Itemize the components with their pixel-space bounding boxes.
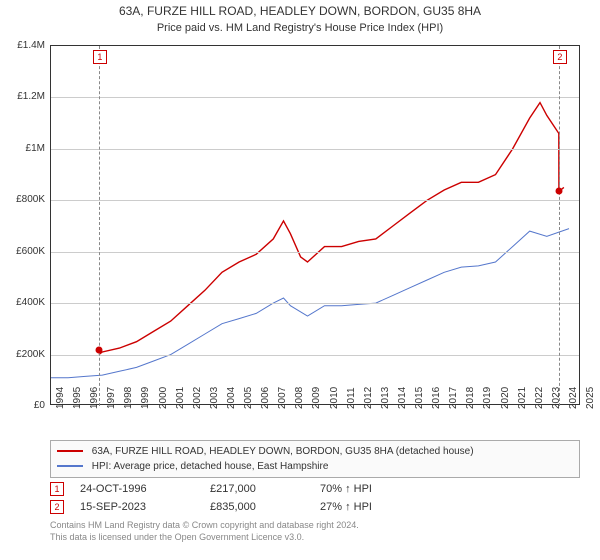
- gridline: [51, 97, 579, 98]
- x-tick-label: 2014: [397, 387, 408, 409]
- legend-row-2: HPI: Average price, detached house, East…: [57, 459, 573, 474]
- marker-label: 1: [93, 50, 107, 64]
- marker-label: 2: [553, 50, 567, 64]
- gridline: [51, 303, 579, 304]
- plot-region: £0£200K£400K£600K£800K£1M£1.2M£1.4M19941…: [50, 45, 580, 405]
- event-row: 2 15-SEP-2023£835,00027% ↑ HPI: [50, 496, 580, 514]
- x-tick-label: 2008: [294, 387, 305, 409]
- x-tick-label: 2010: [329, 387, 340, 409]
- legend-and-events: 63A, FURZE HILL ROAD, HEADLEY DOWN, BORD…: [50, 440, 580, 543]
- x-tick-label: 2025: [585, 387, 596, 409]
- x-tick-label: 2023: [551, 387, 562, 409]
- y-tick-label: £0: [0, 400, 45, 411]
- gridline: [51, 149, 579, 150]
- event-date: 24-OCT-1996: [80, 483, 210, 495]
- chart-title: 63A, FURZE HILL ROAD, HEADLEY DOWN, BORD…: [0, 0, 600, 20]
- event-list: 1 24-OCT-1996£217,00070% ↑ HPI 2 15-SEP-202…: [50, 478, 580, 514]
- footnote-line-2: This data is licensed under the Open Gov…: [50, 532, 580, 544]
- gridline: [51, 355, 579, 356]
- x-tick-label: 2005: [243, 387, 254, 409]
- series-line: [99, 103, 564, 355]
- x-tick-label: 2016: [431, 387, 442, 409]
- event-hpi: 70% ↑ HPI: [320, 483, 430, 495]
- y-tick-label: £1.2M: [0, 91, 45, 102]
- x-tick-label: 2002: [192, 387, 203, 409]
- footnote: Contains HM Land Registry data © Crown c…: [50, 514, 580, 543]
- legend-swatch-2: [57, 465, 83, 467]
- x-tick-label: 2006: [260, 387, 271, 409]
- marker-dot: [95, 347, 102, 354]
- series-svg: [51, 46, 581, 406]
- event-date: 15-SEP-2023: [80, 501, 210, 513]
- x-tick-label: 2017: [448, 387, 459, 409]
- chart-subtitle: Price paid vs. HM Land Registry's House …: [0, 20, 600, 34]
- legend-row-1: 63A, FURZE HILL ROAD, HEADLEY DOWN, BORD…: [57, 444, 573, 459]
- y-tick-label: £400K: [0, 297, 45, 308]
- x-tick-label: 2019: [482, 387, 493, 409]
- y-tick-label: £600K: [0, 246, 45, 257]
- x-tick-label: 2022: [534, 387, 545, 409]
- event-price: £835,000: [210, 501, 320, 513]
- y-tick-label: £200K: [0, 349, 45, 360]
- x-tick-label: 1994: [55, 387, 66, 409]
- legend-box: 63A, FURZE HILL ROAD, HEADLEY DOWN, BORD…: [50, 440, 580, 478]
- x-tick-label: 2011: [346, 387, 357, 409]
- x-tick-label: 2024: [568, 387, 579, 409]
- x-tick-label: 2009: [311, 387, 322, 409]
- marker-dot: [555, 188, 562, 195]
- y-tick-label: £1M: [0, 143, 45, 154]
- event-marker: 2: [50, 500, 64, 514]
- chart-area: £0£200K£400K£600K£800K£1M£1.2M£1.4M19941…: [50, 45, 580, 405]
- marker-vline: [559, 46, 560, 406]
- x-tick-label: 2003: [209, 387, 220, 409]
- x-tick-label: 2004: [226, 387, 237, 409]
- x-tick-label: 2000: [158, 387, 169, 409]
- x-tick-label: 1995: [72, 387, 83, 409]
- event-price: £217,000: [210, 483, 320, 495]
- y-tick-label: £1.4M: [0, 40, 45, 51]
- x-tick-label: 1997: [106, 387, 117, 409]
- gridline: [51, 252, 579, 253]
- legend-label-1: 63A, FURZE HILL ROAD, HEADLEY DOWN, BORD…: [92, 446, 474, 457]
- y-tick-label: £800K: [0, 194, 45, 205]
- x-tick-label: 2012: [363, 387, 374, 409]
- x-tick-label: 2007: [277, 387, 288, 409]
- event-marker: 1: [50, 482, 64, 496]
- legend-swatch-1: [57, 450, 83, 452]
- gridline: [51, 200, 579, 201]
- footnote-line-1: Contains HM Land Registry data © Crown c…: [50, 520, 580, 532]
- x-tick-label: 2015: [414, 387, 425, 409]
- event-hpi: 27% ↑ HPI: [320, 501, 430, 513]
- legend-label-2: HPI: Average price, detached house, East…: [92, 461, 329, 472]
- x-tick-label: 2020: [500, 387, 511, 409]
- x-tick-label: 1999: [140, 387, 151, 409]
- x-tick-label: 1998: [123, 387, 134, 409]
- x-tick-label: 2001: [175, 387, 186, 409]
- x-tick-label: 2013: [380, 387, 391, 409]
- x-tick-label: 2021: [517, 387, 528, 409]
- event-row: 1 24-OCT-1996£217,00070% ↑ HPI: [50, 478, 580, 496]
- x-tick-label: 2018: [465, 387, 476, 409]
